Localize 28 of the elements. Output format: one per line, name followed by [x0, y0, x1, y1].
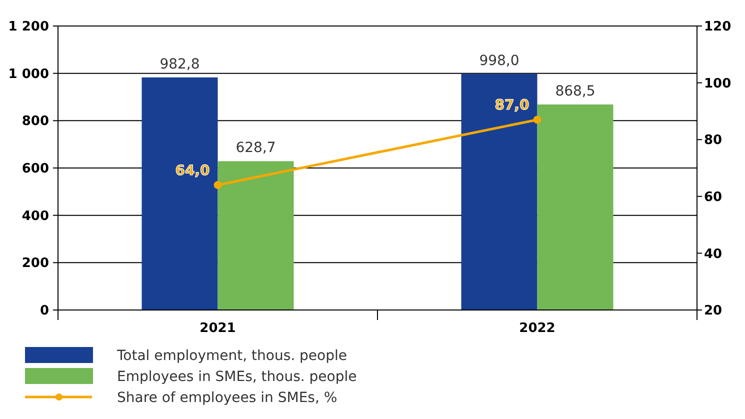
y-tick-label: 600 [22, 162, 49, 177]
y2-tick-label: 100 [704, 76, 732, 92]
y-tick-label: 1 000 [8, 66, 49, 82]
y-tick-label: 400 [22, 208, 49, 224]
y2-tick-label: 20 [704, 304, 722, 319]
legend-label: Share of employees in SMEs, % [117, 390, 338, 406]
y-tick-label: 0 [40, 304, 49, 319]
bar [142, 77, 218, 310]
y2-tick-label: 40 [704, 246, 722, 262]
data-label: 982,8 [160, 56, 200, 72]
data-label: 64,0 [175, 163, 210, 180]
y2-tick-label: 120 [704, 20, 732, 35]
legend-label: Total employment, thous. people [116, 348, 347, 364]
y2-tick-label: 80 [704, 133, 722, 148]
data-label: 998,0 [479, 52, 520, 69]
bar [537, 104, 614, 310]
bar [218, 161, 294, 310]
y-tick-label: 1 200 [8, 20, 49, 35]
y-tick-label: 200 [22, 256, 49, 272]
x-tick-label: 2022 [519, 321, 556, 336]
data-label: 628,7 [236, 140, 276, 156]
y2-tick-label: 60 [704, 190, 722, 205]
data-label: 87,0 [494, 98, 530, 114]
data-label: 868,5 [555, 83, 596, 100]
legend-label: Employees in SMEs, thous. people [117, 368, 357, 385]
x-tick-label: 2021 [200, 321, 236, 336]
y-tick-label: 800 [22, 114, 49, 130]
bar [461, 74, 538, 310]
